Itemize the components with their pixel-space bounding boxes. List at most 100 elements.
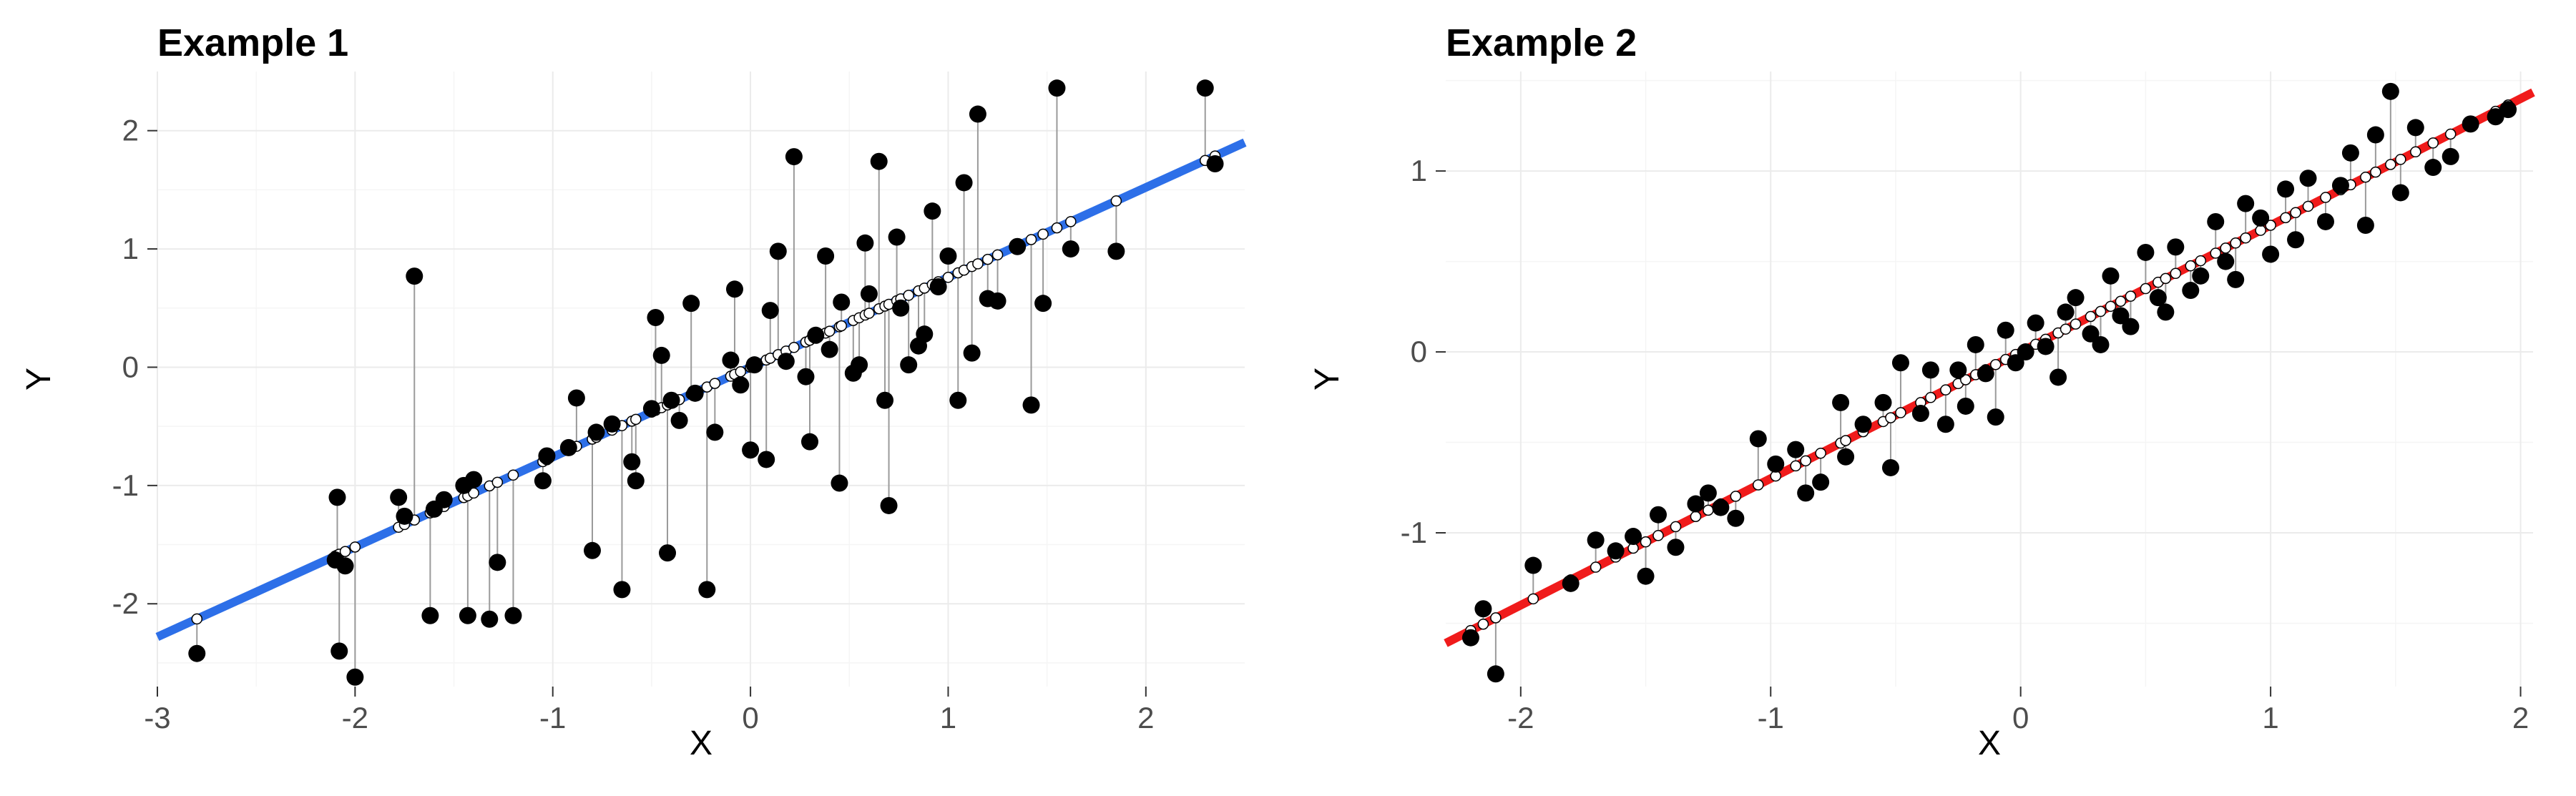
data-point <box>2137 244 2154 261</box>
data-point <box>964 345 981 362</box>
data-point <box>2499 101 2517 118</box>
x-tick-label: 2 <box>2512 701 2528 734</box>
data-point <box>647 309 664 326</box>
fitted-point <box>2395 154 2405 164</box>
fitted-point <box>2160 273 2170 283</box>
fitted-point <box>2385 159 2395 169</box>
data-point <box>2381 83 2399 100</box>
data-point <box>1921 361 1939 378</box>
fitted-point <box>492 477 502 487</box>
y-tick-label: -2 <box>112 586 139 620</box>
data-point <box>406 267 423 285</box>
data-point <box>778 353 795 370</box>
fitted-point <box>2170 268 2180 278</box>
data-point <box>930 278 947 295</box>
fitted-point <box>1066 217 1076 227</box>
x-axis-label: X <box>1977 724 2000 762</box>
data-point <box>2092 336 2109 353</box>
fitted-point <box>2256 225 2266 235</box>
data-point <box>1207 155 1224 172</box>
fitted-point <box>1895 408 1905 418</box>
fitted-point <box>2115 296 2125 306</box>
data-point <box>584 542 601 559</box>
fitted-point <box>1038 229 1048 239</box>
data-point <box>682 295 700 312</box>
x-tick-label: -2 <box>342 701 368 734</box>
data-point <box>1957 398 1974 415</box>
y-tick-label: -1 <box>112 468 139 502</box>
data-point <box>758 451 775 468</box>
fitted-point <box>2291 207 2301 217</box>
data-point <box>881 497 898 514</box>
data-point <box>1524 557 1542 574</box>
data-point <box>856 235 873 252</box>
data-point <box>2049 368 2067 385</box>
fitted-point <box>2445 129 2455 139</box>
data-point <box>722 352 739 369</box>
fitted-point <box>2220 243 2230 253</box>
chart-panel-2: -2-1012-101Example 2XY <box>1288 0 2576 796</box>
fitted-point <box>631 414 641 424</box>
fitted-point <box>1753 480 1763 490</box>
data-point <box>1667 539 1684 556</box>
data-point <box>2391 184 2409 201</box>
fitted-point <box>1640 537 1650 547</box>
data-point <box>924 202 941 220</box>
fitted-point <box>983 255 993 265</box>
fitted-point <box>2303 201 2313 211</box>
data-point <box>742 441 759 458</box>
data-point <box>604 416 621 433</box>
x-tick-label: -3 <box>144 701 170 734</box>
data-point <box>2287 231 2304 248</box>
data-point <box>892 300 909 317</box>
data-point <box>1023 396 1040 413</box>
data-point <box>489 554 506 571</box>
fitted-point <box>1885 413 1895 423</box>
data-point <box>481 611 498 628</box>
fitted-point <box>192 614 202 624</box>
x-tick-label: 2 <box>1137 701 1154 734</box>
data-point <box>1812 473 1829 491</box>
data-point <box>797 368 814 385</box>
fitted-point <box>1528 594 1538 604</box>
data-point <box>1637 568 1654 585</box>
data-point <box>1936 416 1954 433</box>
data-point <box>861 285 878 303</box>
fitted-point <box>1925 393 1935 403</box>
data-point <box>2217 253 2234 270</box>
data-point <box>2182 282 2199 299</box>
data-point <box>568 389 585 406</box>
data-point <box>1107 242 1125 260</box>
data-point <box>1625 528 1642 545</box>
data-point <box>2356 217 2374 234</box>
data-point <box>732 376 749 393</box>
data-point <box>2299 169 2316 187</box>
fitted-point <box>1730 491 1740 501</box>
data-point <box>2316 213 2333 230</box>
data-point <box>1874 394 1891 411</box>
data-point <box>770 242 787 260</box>
data-point <box>1837 448 1854 466</box>
data-point <box>1797 484 1814 501</box>
fitted-point <box>2140 284 2150 294</box>
data-point <box>659 544 676 561</box>
data-point <box>465 471 482 488</box>
y-tick-label: 0 <box>1410 335 1426 368</box>
chart-title: Example 1 <box>157 21 348 64</box>
data-point <box>390 488 407 506</box>
fitted-point <box>1653 531 1663 541</box>
data-point <box>459 607 476 624</box>
data-point <box>2167 238 2184 255</box>
x-tick-label: -2 <box>1507 701 1534 734</box>
y-tick-label: -1 <box>1400 516 1426 549</box>
data-point <box>330 642 348 659</box>
fitted-point <box>2095 306 2105 316</box>
fitted-point <box>2085 311 2095 321</box>
data-point <box>560 439 577 456</box>
data-point <box>2192 267 2209 285</box>
data-point <box>1197 79 1214 97</box>
data-point <box>346 669 363 686</box>
fitted-point <box>993 250 1003 260</box>
fitted-point <box>1111 196 1121 206</box>
y-tick-label: 1 <box>122 232 139 265</box>
